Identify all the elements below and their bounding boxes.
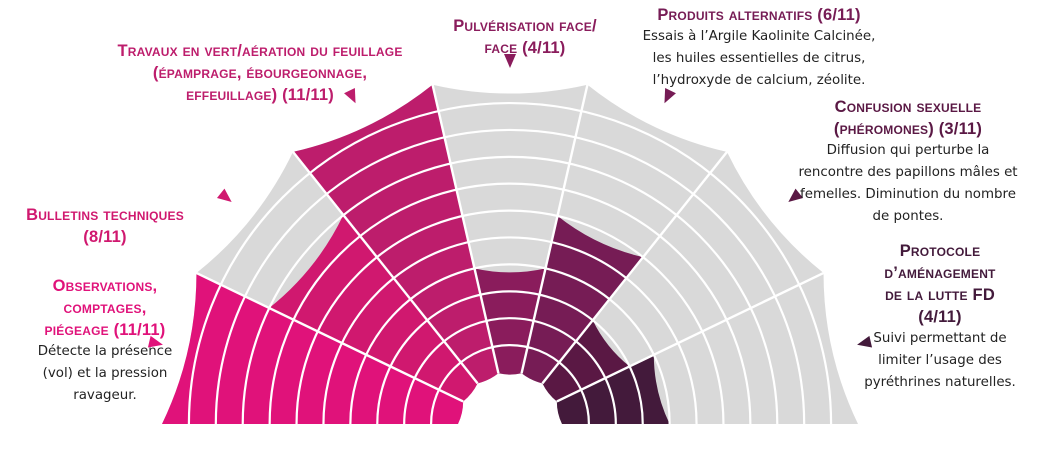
spoke-line — [520, 83, 589, 374]
label-protocole-title-4: (4/11) — [918, 308, 962, 326]
arrow-observations — [147, 335, 163, 348]
label-pulverisation-title-1: Pulvérisation face/ — [453, 17, 597, 35]
arrow-pulverisation — [504, 54, 516, 68]
spoke-line — [556, 271, 825, 403]
label-observations-title-3: piégeage (11/11) — [44, 321, 166, 339]
label-confusion-title-1: Confusion sexuelle — [834, 98, 982, 116]
sector-background-pulverisation — [432, 84, 588, 375]
chart-sectors — [162, 84, 858, 424]
label-confusion: Confusion sexuelle (phéromones) (3/11) D… — [780, 96, 1036, 228]
label-protocole-desc-3: pyréthrines naturelles. — [864, 375, 1016, 390]
label-bulletins: Bulletins techniques (8/11) — [0, 204, 210, 248]
label-protocole: Protocole d’aménagement de la lutte FD (… — [850, 240, 1030, 394]
label-confusion-desc-2: rencontre des papillons mâles et — [798, 165, 1018, 180]
label-observations-desc-1: Détecte la présence — [37, 344, 173, 359]
arrow-travaux — [344, 88, 356, 104]
ring-line — [349, 263, 671, 425]
label-confusion-desc-1: Diffusion qui perturbe la — [826, 143, 990, 158]
ring-line — [403, 317, 617, 425]
arrow-produits — [664, 88, 676, 104]
bar-pulverisation — [474, 268, 546, 375]
label-confusion-desc-4: de pontes. — [872, 209, 944, 224]
label-observations-desc-3: ravageur. — [73, 388, 137, 403]
ring-line — [322, 236, 698, 425]
label-bulletins-title-1: Bulletins techniques — [26, 206, 184, 224]
label-protocole-title-2: d’aménagement — [884, 264, 996, 282]
label-bulletins-title-2: (8/11) — [83, 228, 127, 246]
arrow-protocole — [857, 335, 873, 348]
label-observations-title-1: Observations, — [52, 277, 158, 295]
spoke-line — [541, 150, 729, 385]
label-produits-desc-1: Essais à l’Argile Kaolinite Calcinée, — [642, 29, 876, 44]
ring-line — [214, 128, 806, 425]
label-observations-title-2: comptages, — [63, 299, 147, 317]
label-produits-desc-3: l’hydroxyde de calcium, zéolite. — [652, 73, 866, 88]
ring-line — [295, 209, 725, 425]
label-travaux-title-1: Travaux en vert/aération du feuillage — [117, 42, 403, 60]
label-observations: Observations, comptages, piégeage (11/11… — [20, 275, 190, 407]
chart-label-arrows — [147, 54, 873, 348]
label-travaux: Travaux en vert/aération du feuillage (é… — [75, 40, 445, 106]
bar-bulletins — [269, 215, 478, 402]
bar-travaux — [293, 84, 499, 384]
spoke-line — [291, 150, 479, 385]
label-travaux-title-2: (épamprage, ébourgeonnage, — [152, 64, 368, 82]
label-confusion-title-2: (phéromones) (3/11) — [833, 120, 983, 138]
bar-observations — [162, 273, 464, 424]
label-produits: Produits alternatifs (6/11) Essais à l’A… — [628, 4, 890, 92]
bar-confusion — [542, 320, 630, 402]
label-pulverisation-title-2: face (4/11) — [484, 39, 566, 57]
label-observations-desc-2: (vol) et la pression — [42, 366, 168, 381]
ring-line — [376, 290, 644, 425]
label-produits-desc-2: les huiles essentielles de citrus, — [652, 51, 866, 66]
label-protocole-title-3: de la lutte FD — [885, 286, 995, 304]
label-travaux-title-3: effeuillage) (11/11) — [186, 86, 334, 104]
ring-line — [268, 182, 752, 425]
spoke-line — [195, 271, 464, 403]
label-protocole-desc-2: limiter l’usage des — [878, 353, 1002, 368]
bar-produits — [521, 215, 644, 384]
arrow-bulletins — [216, 188, 232, 203]
label-protocole-desc-1: Suivi permettant de — [873, 331, 1007, 346]
chart-ring-lines — [187, 101, 833, 425]
label-pulverisation: Pulvérisation face/ face (4/11) — [425, 15, 625, 59]
label-protocole-title-1: Protocole — [899, 242, 981, 260]
label-confusion-desc-3: femelles. Diminution du nombre — [800, 187, 1016, 202]
spoke-line — [431, 83, 500, 374]
chart-spoke-lines — [195, 83, 825, 403]
ring-line — [241, 155, 779, 425]
label-produits-title-1: Produits alternatifs (6/11) — [657, 6, 861, 24]
arrow-confusion — [788, 188, 804, 203]
ring-line — [187, 101, 833, 425]
